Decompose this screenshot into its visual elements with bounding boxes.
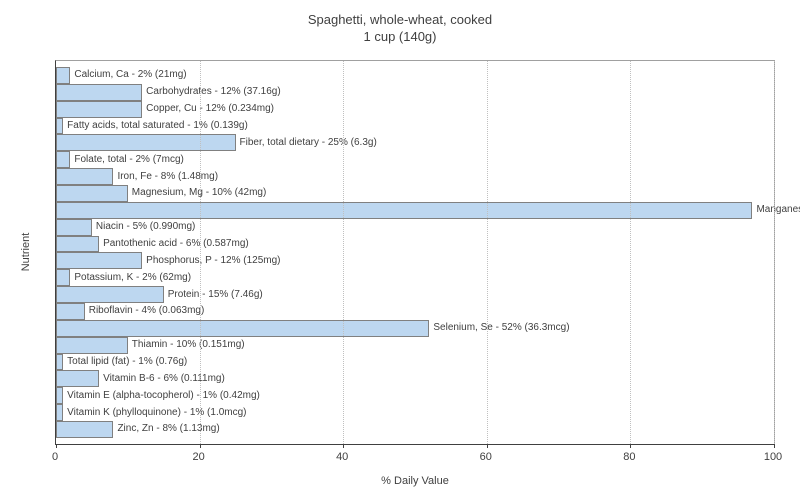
bar-label: Riboflavin - 4% (0.063mg) bbox=[89, 306, 205, 316]
bar-label: Iron, Fe - 8% (1.48mg) bbox=[117, 172, 218, 182]
bar-label: Total lipid (fat) - 1% (0.76g) bbox=[67, 357, 187, 367]
bar bbox=[56, 202, 752, 219]
bar bbox=[56, 303, 85, 320]
bar bbox=[56, 354, 63, 371]
gridline bbox=[774, 61, 775, 444]
bar bbox=[56, 185, 128, 202]
title-line-1: Spaghetti, whole-wheat, cooked bbox=[308, 12, 492, 27]
x-tick bbox=[56, 444, 57, 448]
bar-row: Vitamin B-6 - 6% (0.111mg) bbox=[56, 370, 774, 387]
bar bbox=[56, 286, 164, 303]
bar-label: Selenium, Se - 52% (36.3mcg) bbox=[433, 323, 569, 333]
bar bbox=[56, 67, 70, 84]
x-axis-title: % Daily Value bbox=[381, 475, 449, 487]
bar-row: Magnesium, Mg - 10% (42mg) bbox=[56, 185, 774, 202]
bar bbox=[56, 387, 63, 404]
bar bbox=[56, 151, 70, 168]
bar bbox=[56, 269, 70, 286]
bar-row: Protein - 15% (7.46g) bbox=[56, 286, 774, 303]
title-line-2: 1 cup (140g) bbox=[364, 29, 437, 44]
bar-label: Zinc, Zn - 8% (1.13mg) bbox=[117, 424, 219, 434]
bar-label: Manganese, Mn - 97% (1.931mg) bbox=[756, 205, 800, 215]
bar bbox=[56, 84, 142, 101]
bar-row: Total lipid (fat) - 1% (0.76g) bbox=[56, 354, 774, 371]
bar-row: Niacin - 5% (0.990mg) bbox=[56, 219, 774, 236]
bar bbox=[56, 337, 128, 354]
bar-row: Zinc, Zn - 8% (1.13mg) bbox=[56, 421, 774, 438]
bars-group: Calcium, Ca - 2% (21mg) Carbohydrates - 1… bbox=[56, 67, 774, 438]
x-tick bbox=[343, 444, 344, 448]
bar bbox=[56, 421, 113, 438]
bar-row: Selenium, Se - 52% (36.3mcg) bbox=[56, 320, 774, 337]
bar-label: Protein - 15% (7.46g) bbox=[168, 290, 263, 300]
bar bbox=[56, 404, 63, 421]
bar-label: Fiber, total dietary - 25% (6.3g) bbox=[240, 138, 377, 148]
bar-row: Vitamin E (alpha-tocopherol) - 1% (0.42m… bbox=[56, 387, 774, 404]
bar-row: Phosphorus, P - 12% (125mg) bbox=[56, 252, 774, 269]
x-tick bbox=[774, 444, 775, 448]
bar-row: Potassium, K - 2% (62mg) bbox=[56, 269, 774, 286]
bar bbox=[56, 236, 99, 253]
bar bbox=[56, 101, 142, 118]
bar bbox=[56, 134, 236, 151]
gridline bbox=[630, 61, 631, 444]
bar bbox=[56, 168, 113, 185]
bar bbox=[56, 219, 92, 236]
bar-row: Pantothenic acid - 6% (0.587mg) bbox=[56, 236, 774, 253]
bar-label: Vitamin K (phylloquinone) - 1% (1.0mcg) bbox=[67, 408, 246, 418]
bar-label: Pantothenic acid - 6% (0.587mg) bbox=[103, 239, 249, 249]
bar bbox=[56, 370, 99, 387]
gridline bbox=[343, 61, 344, 444]
bar-row: Manganese, Mn - 97% (1.931mg) bbox=[56, 202, 774, 219]
bar bbox=[56, 320, 429, 337]
bar-label: Vitamin E (alpha-tocopherol) - 1% (0.42m… bbox=[67, 391, 260, 401]
x-tick bbox=[487, 444, 488, 448]
x-tick-label: 80 bbox=[623, 451, 635, 463]
x-tick-label: 0 bbox=[52, 451, 58, 463]
bar-row: Copper, Cu - 12% (0.234mg) bbox=[56, 101, 774, 118]
bar-row: Carbohydrates - 12% (37.16g) bbox=[56, 84, 774, 101]
plot-area: Calcium, Ca - 2% (21mg) Carbohydrates - 1… bbox=[55, 60, 775, 445]
x-tick-label: 40 bbox=[336, 451, 348, 463]
x-tick bbox=[200, 444, 201, 448]
x-tick-label: 100 bbox=[764, 451, 782, 463]
bar-label: Carbohydrates - 12% (37.16g) bbox=[146, 87, 281, 97]
nutrition-bar-chart: Spaghetti, whole-wheat, cooked 1 cup (14… bbox=[0, 0, 800, 500]
bar-row: Vitamin K (phylloquinone) - 1% (1.0mcg) bbox=[56, 404, 774, 421]
bar-label: Niacin - 5% (0.990mg) bbox=[96, 222, 195, 232]
gridline bbox=[200, 61, 201, 444]
bar-row: Iron, Fe - 8% (1.48mg) bbox=[56, 168, 774, 185]
bar-label: Vitamin B-6 - 6% (0.111mg) bbox=[103, 374, 225, 384]
gridline bbox=[487, 61, 488, 444]
bar-row: Riboflavin - 4% (0.063mg) bbox=[56, 303, 774, 320]
bar-row: Calcium, Ca - 2% (21mg) bbox=[56, 67, 774, 84]
bar-label: Fatty acids, total saturated - 1% (0.139… bbox=[67, 121, 248, 131]
x-tick-label: 20 bbox=[192, 451, 204, 463]
chart-title: Spaghetti, whole-wheat, cooked 1 cup (14… bbox=[0, 0, 800, 46]
bar-row: Thiamin - 10% (0.151mg) bbox=[56, 337, 774, 354]
bar-label: Folate, total - 2% (7mcg) bbox=[74, 155, 183, 165]
bar-label: Phosphorus, P - 12% (125mg) bbox=[146, 256, 280, 266]
bar-row: Folate, total - 2% (7mcg) bbox=[56, 151, 774, 168]
bar-label: Thiamin - 10% (0.151mg) bbox=[132, 340, 245, 350]
bar bbox=[56, 252, 142, 269]
y-axis-title: Nutrient bbox=[20, 233, 32, 272]
bar-label: Potassium, K - 2% (62mg) bbox=[74, 273, 191, 283]
bar-row: Fatty acids, total saturated - 1% (0.139… bbox=[56, 118, 774, 135]
bar-row: Fiber, total dietary - 25% (6.3g) bbox=[56, 134, 774, 151]
bar bbox=[56, 118, 63, 135]
bar-label: Copper, Cu - 12% (0.234mg) bbox=[146, 104, 274, 114]
x-tick-label: 60 bbox=[480, 451, 492, 463]
bar-label: Calcium, Ca - 2% (21mg) bbox=[74, 70, 186, 80]
x-tick bbox=[630, 444, 631, 448]
